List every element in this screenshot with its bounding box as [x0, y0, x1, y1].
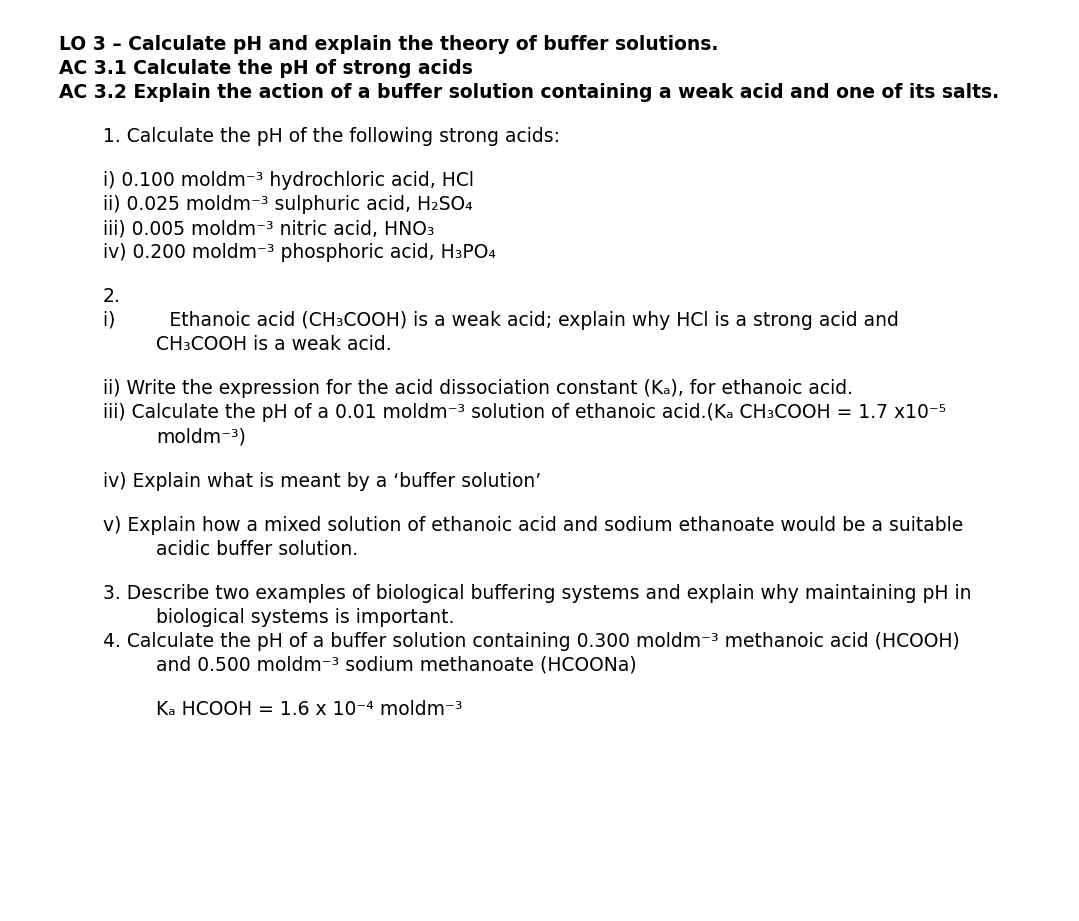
Text: acidic buffer solution.: acidic buffer solution.: [156, 540, 358, 559]
Text: LO 3 – Calculate pH and explain the theory of buffer solutions.: LO 3 – Calculate pH and explain the theo…: [59, 35, 719, 54]
Text: Kₐ HCOOH = 1.6 x 10⁻⁴ moldm⁻³: Kₐ HCOOH = 1.6 x 10⁻⁴ moldm⁻³: [156, 700, 463, 719]
Text: iii) Calculate the pH of a 0.01 moldm⁻³ solution of ethanoic acid.(Kₐ CH₃COOH = : iii) Calculate the pH of a 0.01 moldm⁻³ …: [103, 403, 945, 423]
Text: CH₃COOH is a weak acid.: CH₃COOH is a weak acid.: [156, 335, 392, 355]
Text: 2.: 2.: [103, 287, 120, 307]
Text: moldm⁻³): moldm⁻³): [156, 427, 246, 447]
Text: iv) Explain what is meant by a ‘buffer solution’: iv) Explain what is meant by a ‘buffer s…: [103, 472, 541, 491]
Text: iv) 0.200 moldm⁻³ phosphoric acid, H₃PO₄: iv) 0.200 moldm⁻³ phosphoric acid, H₃PO₄: [103, 243, 495, 262]
Text: i)         Ethanoic acid (CH₃COOH) is a weak acid; explain why HCl is a strong a: i) Ethanoic acid (CH₃COOH) is a weak aci…: [103, 311, 899, 331]
Text: and 0.500 moldm⁻³ sodium methanoate (HCOONa): and 0.500 moldm⁻³ sodium methanoate (HCO…: [156, 656, 637, 675]
Text: biological systems is important.: biological systems is important.: [156, 608, 455, 627]
Text: iii) 0.005 moldm⁻³ nitric acid, HNO₃: iii) 0.005 moldm⁻³ nitric acid, HNO₃: [103, 219, 434, 239]
Text: i) 0.100 moldm⁻³ hydrochloric acid, HCl: i) 0.100 moldm⁻³ hydrochloric acid, HCl: [103, 171, 474, 191]
Text: ii) Write the expression for the acid dissociation constant (Kₐ), for ethanoic a: ii) Write the expression for the acid di…: [103, 379, 852, 399]
Text: v) Explain how a mixed solution of ethanoic acid and sodium ethanoate would be a: v) Explain how a mixed solution of ethan…: [103, 516, 962, 535]
Text: ii) 0.025 moldm⁻³ sulphuric acid, H₂SO₄: ii) 0.025 moldm⁻³ sulphuric acid, H₂SO₄: [103, 195, 473, 215]
Text: 4. Calculate the pH of a buffer solution containing 0.300 moldm⁻³ methanoic acid: 4. Calculate the pH of a buffer solution…: [103, 632, 959, 651]
Text: AC 3.2 Explain the action of a buffer solution containing a weak acid and one of: AC 3.2 Explain the action of a buffer so…: [59, 83, 999, 102]
Text: AC 3.1 Calculate the pH of strong acids: AC 3.1 Calculate the pH of strong acids: [59, 59, 474, 78]
Text: 3. Describe two examples of biological buffering systems and explain why maintai: 3. Describe two examples of biological b…: [103, 584, 971, 603]
Text: 1. Calculate the pH of the following strong acids:: 1. Calculate the pH of the following str…: [103, 127, 560, 146]
